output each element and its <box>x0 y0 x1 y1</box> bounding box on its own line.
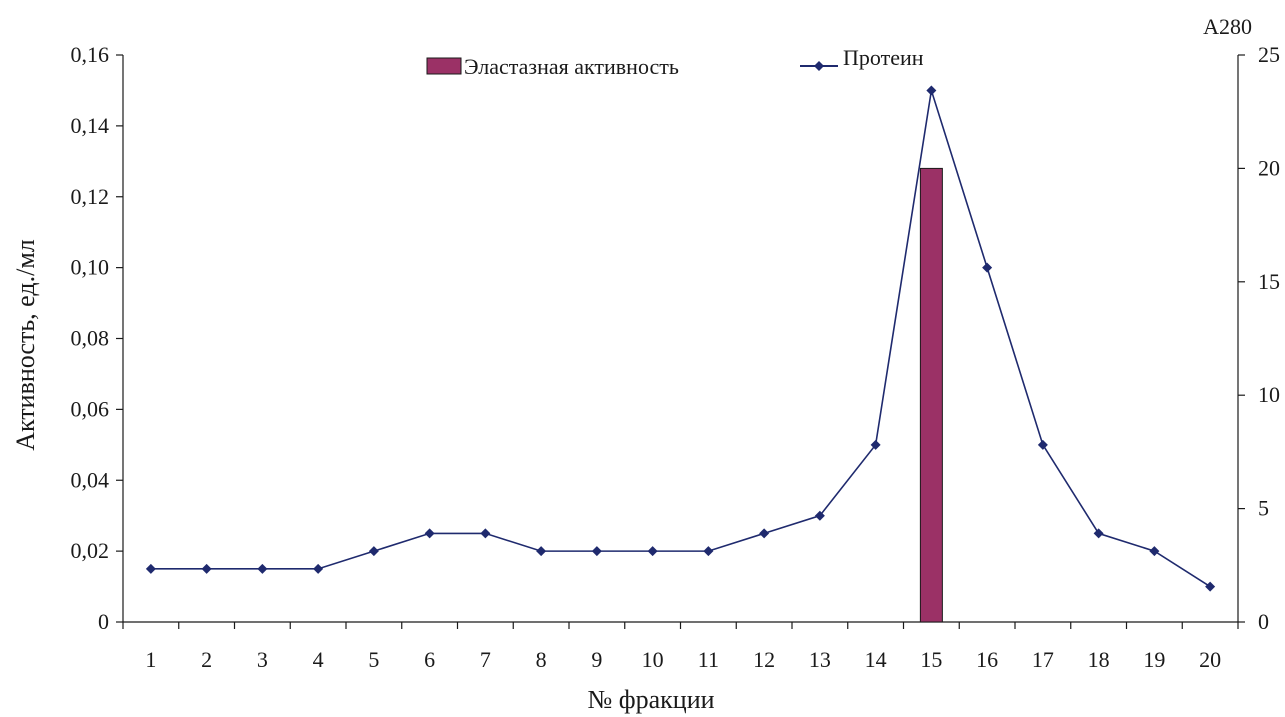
y-tick-label: 0,02 <box>71 538 110 563</box>
y2-tick-label: 0 <box>1258 609 1269 634</box>
y2-tick-label: 20 <box>1258 155 1280 180</box>
x-tick-label: 16 <box>976 647 998 672</box>
y2-tick-label: 5 <box>1258 496 1269 521</box>
line-point-16 <box>982 262 993 273</box>
line-point-18 <box>1093 528 1104 539</box>
y-tick-label: 0 <box>98 609 109 634</box>
x-tick-label: 4 <box>313 647 324 672</box>
legend-label-bar: Эластазная активность <box>464 54 679 79</box>
line-point-15 <box>926 85 937 96</box>
x-tick-label: 11 <box>698 647 719 672</box>
line-point-2 <box>201 563 212 574</box>
y-tick-label: 0,14 <box>71 113 110 138</box>
y2-tick-label: 15 <box>1258 269 1280 294</box>
line-point-9 <box>591 546 602 557</box>
y2-axis-title: A280 <box>1203 14 1252 39</box>
line-point-13 <box>814 510 825 521</box>
x-tick-label: 17 <box>1032 647 1054 672</box>
x-tick-label: 1 <box>145 647 156 672</box>
x-tick-label: 2 <box>201 647 212 672</box>
x-tick-label: 9 <box>591 647 602 672</box>
line-point-10 <box>647 546 658 557</box>
x-axis-title: № фракции <box>587 685 714 714</box>
line-point-14 <box>870 439 881 450</box>
x-tick-label: 3 <box>257 647 268 672</box>
line-point-19 <box>1149 546 1160 557</box>
bar-15 <box>919 167 943 623</box>
x-tick-label: 18 <box>1088 647 1110 672</box>
x-tick-label: 6 <box>424 647 435 672</box>
line-point-17 <box>1037 439 1048 450</box>
y-tick-label: 0,10 <box>71 255 110 280</box>
x-tick-label: 15 <box>920 647 942 672</box>
legend-marker-line <box>814 61 824 71</box>
line-series <box>145 85 1216 592</box>
x-tick-label: 8 <box>536 647 547 672</box>
axes: 00,020,040,060,080,100,120,140,160510152… <box>71 42 1281 672</box>
bar-series <box>919 167 943 623</box>
legend-label-line: Протеин <box>843 45 924 70</box>
y-tick-label: 0,06 <box>71 396 110 421</box>
line-point-4 <box>313 563 324 574</box>
legend: Эластазная активность Протеин <box>426 45 924 79</box>
line-path <box>150 90 1211 588</box>
x-tick-label: 7 <box>480 647 491 672</box>
x-tick-label: 20 <box>1199 647 1221 672</box>
y-axis-title: Активность, ед./мл <box>11 239 40 451</box>
x-tick-label: 14 <box>865 647 887 672</box>
x-tick-label: 10 <box>642 647 664 672</box>
y-tick-label: 0,16 <box>71 42 110 67</box>
line-point-8 <box>536 546 547 557</box>
line-point-6 <box>424 528 435 539</box>
y-tick-label: 0,04 <box>71 467 110 492</box>
legend-swatch-bar <box>426 57 462 75</box>
x-tick-label: 13 <box>809 647 831 672</box>
line-point-5 <box>368 546 379 557</box>
y2-tick-label: 25 <box>1258 42 1280 67</box>
line-point-1 <box>145 563 156 574</box>
line-point-12 <box>759 528 770 539</box>
x-tick-label: 19 <box>1143 647 1165 672</box>
line-point-20 <box>1205 581 1216 592</box>
y2-tick-label: 10 <box>1258 382 1280 407</box>
y-tick-label: 0,12 <box>71 184 110 209</box>
line-point-7 <box>480 528 491 539</box>
line-point-11 <box>703 546 714 557</box>
y-tick-label: 0,08 <box>71 326 110 351</box>
x-tick-label: 12 <box>753 647 775 672</box>
x-tick-label: 5 <box>368 647 379 672</box>
line-point-3 <box>257 563 268 574</box>
